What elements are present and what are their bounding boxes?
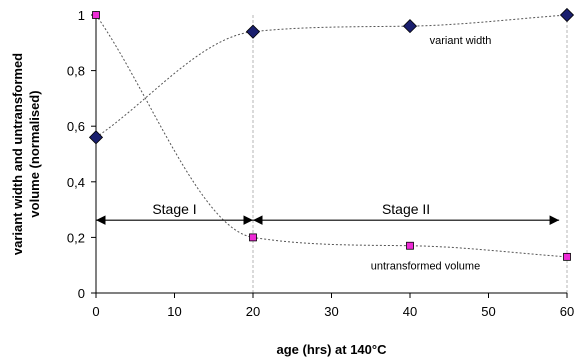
trend-curves xyxy=(95,14,568,258)
stage-label-2: Stage II xyxy=(382,201,430,217)
y-tick-label: 0,4 xyxy=(67,175,85,190)
y-tick-label: 0,2 xyxy=(67,230,85,245)
y-tick-label: 1 xyxy=(78,8,85,23)
x-tick-label: 40 xyxy=(403,304,417,319)
reference-lines xyxy=(252,15,568,293)
y-tick-label: 0 xyxy=(78,286,85,301)
data-point-diamond xyxy=(559,7,575,23)
data-point-diamond xyxy=(245,24,261,39)
y-axis-title-line-1: variant width and untransformed xyxy=(10,53,25,255)
y-tick-label: 0,8 xyxy=(67,64,85,79)
x-tick-label: 30 xyxy=(324,304,338,319)
data-point-diamond xyxy=(402,19,418,34)
stage-label-1: Stage I xyxy=(152,201,196,217)
x-axis-title: age (hrs) at 140°C xyxy=(277,342,388,357)
trend-curve-1 xyxy=(95,14,568,258)
y-axis-title-line-2: volume (normalised) xyxy=(27,90,42,217)
x-tick-label: 0 xyxy=(92,304,99,319)
y-tick-label: 0,6 xyxy=(67,119,85,134)
x-tick-label: 50 xyxy=(481,304,495,319)
data-point-square xyxy=(249,233,257,242)
stage-annotations: Stage I Stage II xyxy=(96,201,560,225)
series-label-1: untransformed volume xyxy=(371,260,480,272)
data-point-square xyxy=(563,252,571,261)
labels: age (hrs) at 140°C variant width and unt… xyxy=(10,35,491,357)
x-tick-label: 60 xyxy=(560,304,574,319)
trend-curve-0 xyxy=(95,14,568,138)
axes: 0 10 20 30 40 50 60 0 0,2 0,4 0,6 0,8 1 xyxy=(67,8,574,319)
data-point-diamond xyxy=(88,130,104,145)
series-label-0: variant width xyxy=(430,35,492,47)
x-tick-label: 20 xyxy=(246,304,260,319)
x-tick-label: 10 xyxy=(167,304,181,319)
data-points xyxy=(88,7,575,261)
data-point-square xyxy=(406,241,414,250)
data-point-square xyxy=(92,11,100,19)
